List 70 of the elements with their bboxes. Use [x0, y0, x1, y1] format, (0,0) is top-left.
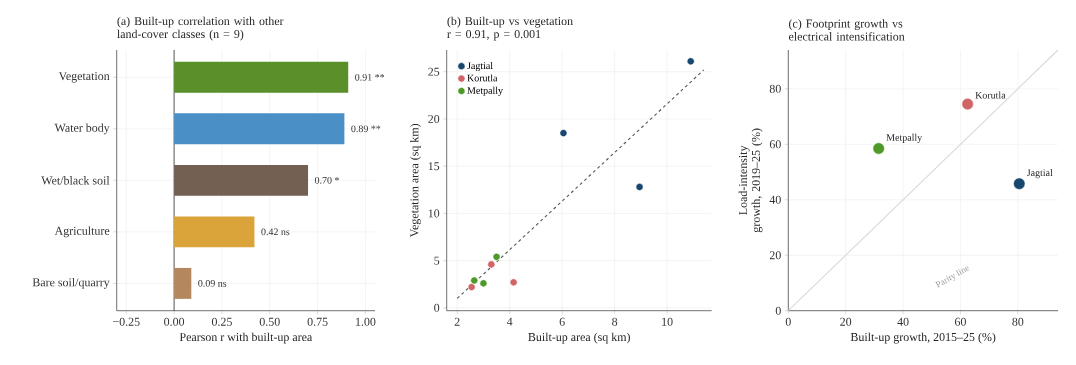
bar [174, 216, 255, 248]
point [872, 142, 885, 155]
x-tick-label: 1.00 [356, 317, 376, 326]
y-axis-title: Load-intensity growth, 2019–25 (%) [738, 128, 763, 233]
point [479, 279, 488, 288]
x-tick-label: 10 [662, 317, 673, 326]
y-tick-label: Wet/black soil [41, 176, 110, 185]
annotation: Parity line [935, 266, 970, 288]
data-label: 0.91 ** [355, 73, 385, 81]
y-tick-label: Agriculture [54, 226, 110, 238]
series-label: Metpally [886, 133, 923, 143]
x-tick-label: 0.25 [211, 317, 232, 326]
data-label: 0.42 ns [261, 228, 290, 236]
point [467, 283, 476, 291]
legend-label: Jagtial [467, 61, 493, 72]
y-tick-label: Water body [54, 123, 110, 135]
y-tick-label: Bare soil/quarry [32, 277, 110, 289]
y-tick-label: 20 [769, 251, 781, 260]
x-tick-label: 6 [559, 317, 565, 326]
y-tick-label: 25 [428, 67, 440, 76]
point [559, 129, 568, 138]
y-tick-label: Vegetation [58, 72, 110, 83]
x-tick-label: 0.00 [164, 317, 185, 326]
x-tick-label: 8 [612, 317, 618, 326]
point [635, 183, 644, 191]
legend-label: Metpally [467, 86, 503, 96]
y-tick-label: 10 [428, 209, 440, 218]
chart-subtitle: r = 0.91, p = 0.001 [447, 30, 541, 41]
x-tick-label: 4 [506, 317, 513, 326]
chart-title: (c) Footprint growth vs electrical intensification [788, 19, 905, 41]
point [487, 260, 496, 269]
y-tick-label: 0 [775, 306, 781, 315]
y-axis-title: Vegetation area (sq km) [410, 123, 421, 238]
bar [174, 267, 192, 299]
point [492, 252, 501, 261]
y-tick-label: 15 [428, 162, 440, 171]
point [961, 97, 974, 111]
y-tick-label: 20 [428, 114, 440, 123]
y-tick-label: 0 [434, 303, 440, 312]
x-tick-label: 80 [1012, 317, 1024, 326]
data-label: 0.09 ns [198, 280, 227, 287]
y-tick-label: 5 [434, 256, 440, 265]
x-tick-label: 0.75 [307, 317, 328, 326]
y-tick-label: 40 [769, 195, 781, 204]
x-tick-label: −0.25 [113, 317, 140, 326]
series-label: Korutla [975, 91, 1006, 99]
data-label: 0.89 ** [351, 125, 381, 133]
point [509, 278, 518, 287]
x-axis-title: Pearson r with built-up area [179, 332, 313, 344]
chart-title: (b) Built-up vs vegetation [447, 16, 573, 28]
legend-label: Korutla [467, 74, 498, 82]
x-tick-label: 60 [954, 317, 966, 326]
bar [174, 164, 309, 196]
point [686, 57, 695, 66]
x-tick-label: 0 [785, 317, 791, 326]
y-tick-label: 80 [769, 84, 781, 93]
bar [174, 61, 349, 93]
bar [174, 113, 345, 145]
point [1013, 177, 1026, 190]
point [470, 276, 479, 285]
series-label: Jagtial [1026, 169, 1053, 179]
x-axis-title: Built-up area (sq km) [528, 332, 630, 344]
x-tick-label: 2 [454, 317, 460, 326]
x-axis-title: Built-up growth, 2015–25 (%) [850, 332, 996, 344]
data-label: 0.70 * [314, 176, 339, 184]
y-tick-label: 60 [769, 140, 781, 149]
x-tick-label: 20 [840, 317, 852, 326]
x-tick-label: 40 [897, 317, 909, 326]
chart-title: (a) Built-up correlation with other land-cover classes (n = 9) [117, 16, 284, 41]
x-tick-label: 0.50 [259, 317, 280, 326]
